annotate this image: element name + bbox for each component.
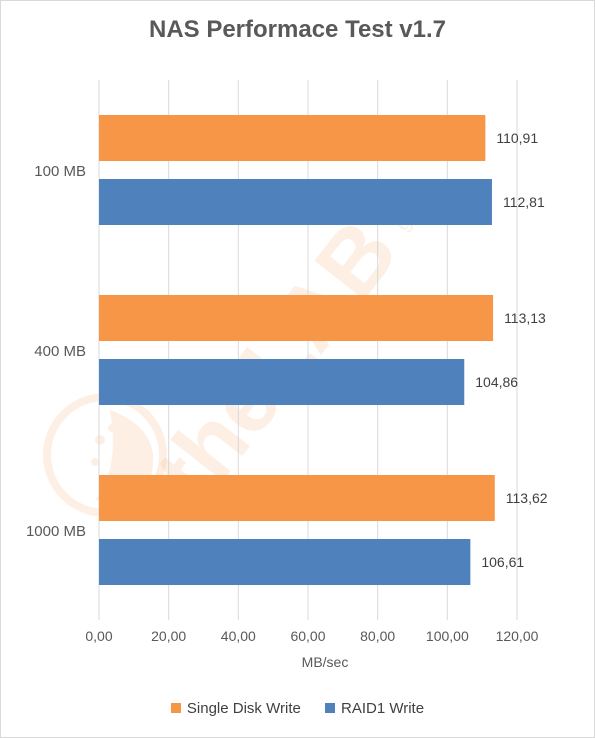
x-axis-label: MB/sec [302, 654, 349, 670]
category-label: 1000 MB [26, 523, 86, 540]
x-tick-label: 20,00 [151, 628, 186, 644]
chart-title: NAS Performace Test v1.7 [148, 16, 447, 43]
legend-swatch-raid1 [325, 703, 335, 714]
x-tick-labels: 0,00 20,00 40,00 60,00 80,00 100,00 120,00 [85, 628, 538, 644]
bar [99, 359, 465, 405]
bar-value-label: 110,91 [496, 130, 538, 146]
bar [99, 295, 494, 341]
bars [99, 115, 495, 585]
bar [99, 115, 486, 161]
bar-value-label: 113,62 [506, 490, 548, 506]
x-tick-label: 120,00 [496, 628, 539, 644]
legend-item-single-disk: Single Disk Write [170, 700, 301, 717]
grid-lines [98, 80, 518, 620]
bar-labels: 110,91 112,81 113,13 104,86 113,62 106,61 [475, 130, 548, 570]
bar [99, 179, 492, 225]
x-tick-label: 40,00 [221, 628, 256, 644]
legend-item-raid1: RAID1 Write [325, 700, 424, 717]
bar-value-label: 106,61 [481, 554, 524, 570]
x-tick-label: 100,00 [426, 628, 469, 644]
category-labels: 100 MB 400 MB 1000 MB [26, 163, 86, 540]
legend: Single Disk Write RAID1 Write [0, 700, 595, 717]
x-tick-label: 0,00 [85, 628, 112, 644]
legend-label-raid1: RAID1 Write [341, 700, 425, 717]
category-label: 400 MB [34, 343, 86, 360]
bar-value-label: 104,86 [475, 374, 518, 390]
legend-swatch-single-disk [170, 703, 181, 714]
legend-label-single-disk: Single Disk Write [186, 700, 301, 717]
bar-value-label: 113,13 [504, 310, 546, 326]
bar-value-label: 112,81 [503, 194, 545, 210]
bar [99, 475, 495, 521]
x-tick-label: 80,00 [360, 628, 395, 644]
x-tick-label: 60,00 [290, 628, 325, 644]
category-label: 100 MB [34, 163, 86, 180]
bar [99, 539, 471, 585]
